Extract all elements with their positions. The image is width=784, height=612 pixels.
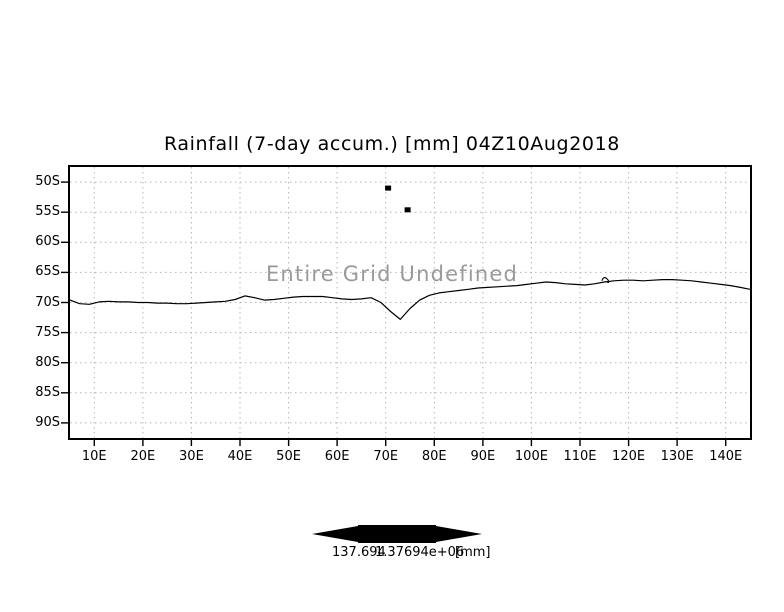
y-tick-label: 50S [35, 174, 60, 190]
undefined-grid-message: Entire Grid Undefined [265, 262, 519, 286]
colorbar-box [358, 525, 436, 543]
ice-shelf-detail [601, 277, 610, 284]
y-tick-label: 55S [35, 204, 60, 220]
x-tick-label: 30E [179, 449, 204, 464]
y-tick-label: 90S [35, 414, 60, 430]
x-tick-label: 60E [324, 449, 350, 464]
y-tick-label: 70S [35, 294, 60, 310]
x-tick-label: 90E [470, 449, 496, 464]
x-tick-label: 140E [709, 449, 743, 464]
x-tick-label: 40E [227, 449, 253, 464]
y-tick-label: 80S [35, 354, 60, 370]
colorbar-left-arrow [312, 526, 358, 542]
x-tick-label: 100E [514, 449, 548, 464]
colorbar-min-label: 137.694 [332, 545, 386, 560]
plot-area [68, 165, 752, 440]
colorbar-right-arrow [436, 526, 482, 542]
x-tick-label: 20E [130, 449, 156, 464]
y-tick-label: 65S [35, 264, 60, 280]
y-tick-label: 85S [35, 384, 60, 400]
y-tick-label: 75S [35, 324, 60, 340]
x-tick-label: 120E [612, 449, 646, 464]
page-title: Rainfall (7-day accum.) [mm] 04Z10Aug201… [164, 133, 620, 155]
x-tick-label: 10E [81, 449, 107, 464]
x-tick-label: 50E [276, 449, 301, 464]
colorbar [312, 520, 482, 548]
y-tick-label: 60S [35, 234, 60, 250]
x-tick-label: 80E [421, 449, 447, 464]
colorbar-graphic [312, 525, 482, 543]
colorbar-units-label: [mm] [455, 545, 491, 560]
island-2 [404, 207, 411, 213]
map-plot [70, 167, 750, 438]
x-tick-label: 110E [563, 449, 597, 464]
x-tick-label: 70E [373, 449, 399, 464]
x-tick-label: 130E [660, 449, 694, 464]
island-1 [385, 185, 392, 191]
coastline-path [70, 278, 750, 320]
colorbar-max-label: 1.37694e+06 [375, 545, 465, 560]
